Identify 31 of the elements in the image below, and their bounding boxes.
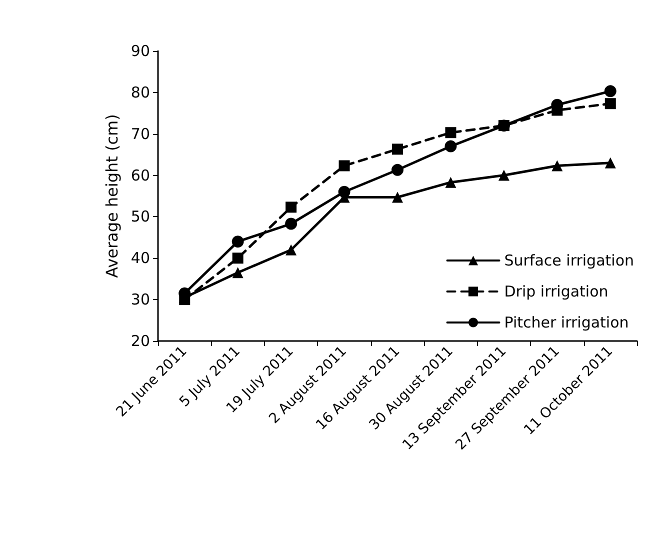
y-axis-title: Average height (cm) (102, 114, 122, 278)
point (604, 85, 616, 98)
point (285, 218, 298, 230)
point (286, 202, 297, 213)
legend-label: Surface irrigation (504, 252, 634, 270)
point (232, 252, 244, 264)
point (445, 176, 456, 188)
point (392, 144, 403, 155)
y-tick-label: 20 (130, 332, 150, 350)
y-tick-label: 80 (130, 83, 150, 102)
y-tick-label: 40 (130, 249, 150, 268)
point (445, 127, 456, 138)
point (232, 236, 244, 248)
point (604, 98, 616, 110)
legend-label: Drip irrigation (504, 282, 608, 300)
point (392, 192, 403, 203)
y-tick-label: 70 (130, 124, 150, 143)
point (338, 160, 350, 172)
legend-label: Pitcher irrigation (504, 314, 629, 332)
y-tick-label: 60 (130, 166, 150, 184)
point (392, 164, 404, 176)
point (286, 244, 297, 256)
point (444, 140, 457, 152)
point (552, 160, 563, 172)
point (338, 186, 350, 198)
y-tick-label: 30 (130, 290, 150, 309)
point (232, 267, 244, 278)
point (498, 170, 510, 181)
y-tick-label: 90 (130, 42, 150, 60)
point (604, 157, 616, 168)
y-tick-label: 50 (130, 208, 150, 226)
